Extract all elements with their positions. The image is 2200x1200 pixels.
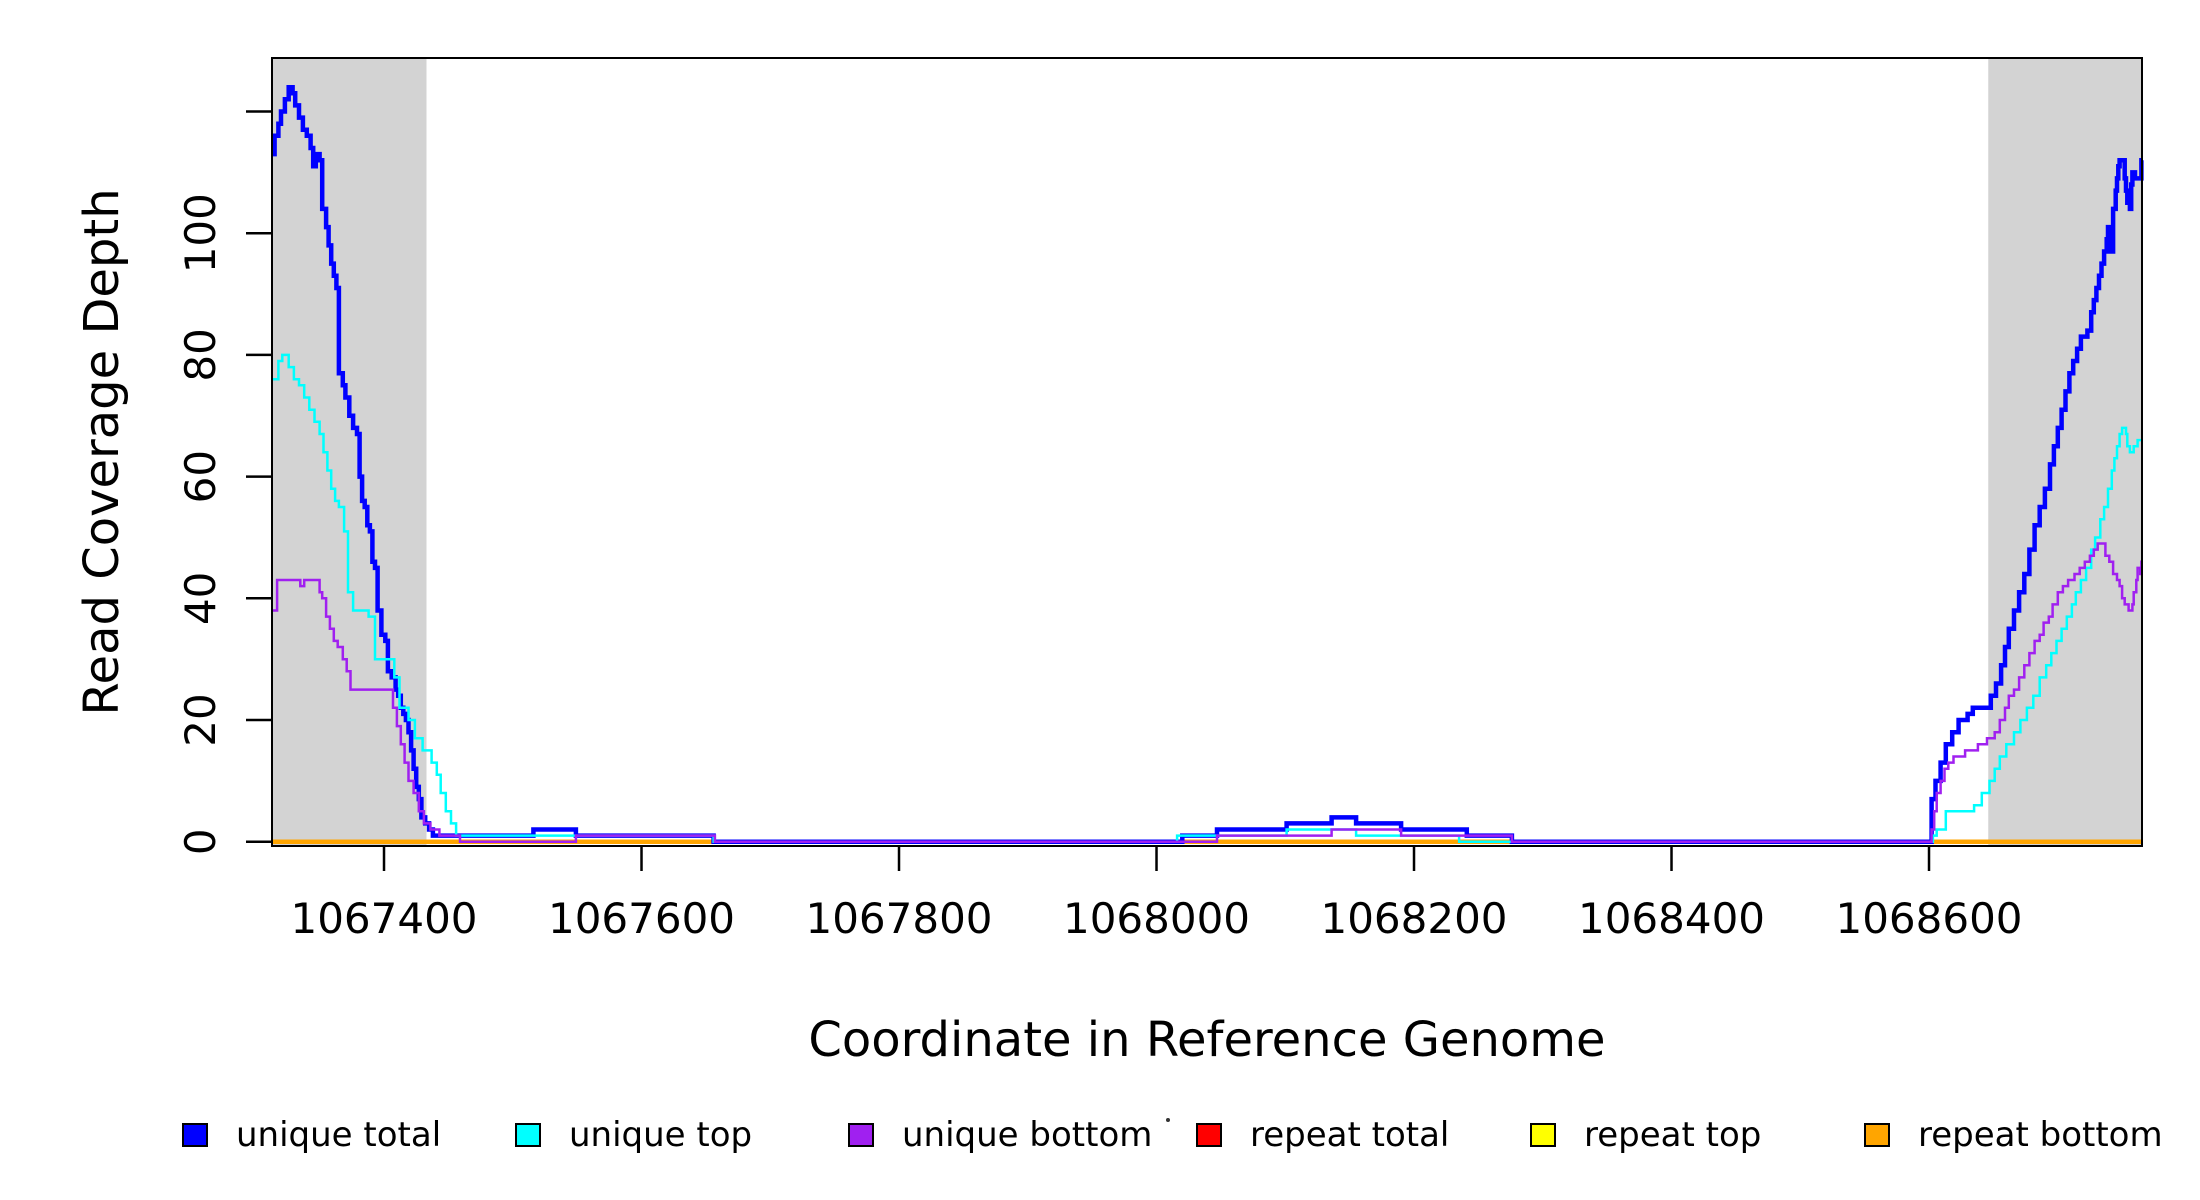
legend-swatch-icon [1530, 1123, 1556, 1147]
series-unique-total [272, 84, 2144, 844]
x-tick-label: 1068200 [1320, 894, 1507, 943]
y-tick-label: 40 [176, 572, 225, 625]
x-tick-label: 1068600 [1835, 894, 2022, 943]
legend-label: repeat total [1250, 1115, 1450, 1155]
plot-border [271, 57, 2143, 847]
stray-dot-artifact [1166, 1118, 1170, 1122]
legend-swatch-icon [515, 1123, 541, 1147]
legend-label: unique top [569, 1115, 753, 1155]
legend-item-repeat-total: repeat total [1196, 1112, 1449, 1158]
series-unique-bottom [272, 542, 2143, 843]
legend-label: repeat bottom [1918, 1115, 2163, 1155]
series-unique-top [272, 353, 2142, 843]
y-tick-label: 60 [176, 450, 225, 503]
y-tick-label: 0 [176, 828, 225, 855]
legend: unique total unique top unique bottom repea… [0, 1112, 2200, 1172]
legend-item-unique-top: unique top [515, 1112, 752, 1158]
legend-item-repeat-bottom: repeat bottom [1864, 1112, 2163, 1158]
legend-item-repeat-top: repeat top [1530, 1112, 1761, 1158]
highlight-region-1 [272, 58, 427, 846]
legend-label: unique bottom [902, 1115, 1153, 1155]
x-tick-label: 1067400 [290, 894, 477, 943]
x-axis-title: Coordinate in Reference Genome [808, 1012, 1606, 1068]
x-tick-label: 1068000 [1063, 894, 1250, 943]
y-tick-label: 100 [176, 193, 225, 273]
y-tick-label: 80 [176, 328, 225, 381]
x-tick-label: 1068400 [1578, 894, 1765, 943]
x-tick-label: 1067600 [548, 894, 735, 943]
y-axis-title: Read Coverage Depth [74, 188, 130, 716]
legend-swatch-icon [182, 1123, 208, 1147]
x-tick-label: 1067800 [805, 894, 992, 943]
legend-label: unique total [236, 1115, 442, 1155]
y-tick-label: 20 [176, 693, 225, 746]
legend-swatch-icon [1864, 1123, 1890, 1147]
legend-swatch-icon [1196, 1123, 1222, 1147]
legend-item-unique-bottom: unique bottom [848, 1112, 1152, 1158]
legend-item-unique-total: unique total [182, 1112, 441, 1158]
legend-swatch-icon [848, 1123, 874, 1147]
legend-label: repeat top [1584, 1115, 1762, 1155]
